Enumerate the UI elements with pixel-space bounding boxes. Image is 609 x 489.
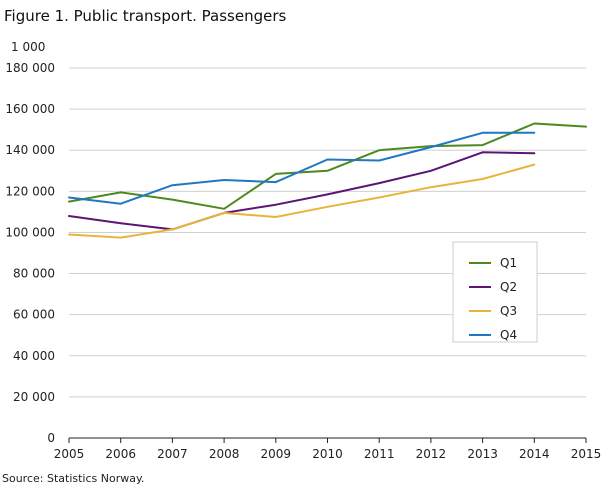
y-tick-label: 20 000 (13, 390, 55, 404)
x-axis-ticks: 2005 2006 2007 2008 2009 2010 2011 2012 2013 2014… (54, 438, 602, 461)
series-line-q3 (68, 163, 536, 239)
y-tick-label: 40 000 (13, 349, 55, 363)
legend-label-q1: Q1 (500, 256, 517, 270)
legend-label-q3: Q3 (500, 304, 517, 318)
series-line-q1 (68, 122, 587, 210)
y-axis-ticks: 0 20 000 40 000 60 000 80 000 100 000 120 000 1… (5, 61, 55, 445)
x-tick-label: 2005 (54, 447, 85, 461)
x-tick-label: 2010 (312, 447, 343, 461)
y-tick-label: 120 000 (5, 184, 55, 198)
y-tick-label: 60 000 (13, 308, 55, 322)
legend-label-q4: Q4 (500, 328, 517, 342)
x-tick-label: 2015 (571, 447, 602, 461)
y-tick-label: 80 000 (13, 267, 55, 281)
chart-title: Figure 1. Public transport. Passengers (4, 7, 287, 25)
legend: Q1 Q2 Q3 Q4 (452, 241, 538, 343)
x-tick-label: 2014 (519, 447, 550, 461)
y-tick-label: 160 000 (5, 102, 55, 116)
source-note: Source: Statistics Norway. (2, 472, 145, 485)
x-tick-label: 2007 (157, 447, 188, 461)
x-tick-label: 2006 (105, 447, 136, 461)
gridlines (69, 67, 586, 398)
x-tick-label: 2012 (416, 447, 447, 461)
x-tick-label: 2009 (261, 447, 292, 461)
series-line-q4 (68, 131, 536, 205)
legend-label-q2: Q2 (500, 280, 517, 294)
x-tick-label: 2011 (364, 447, 395, 461)
y-tick-label: 140 000 (5, 143, 55, 157)
y-tick-label: 100 000 (5, 225, 55, 239)
x-tick-label: 2013 (467, 447, 498, 461)
series-lines (68, 122, 587, 239)
series-line-q2 (68, 151, 536, 231)
legend-box (452, 241, 538, 343)
y-tick-label: 0 (47, 431, 55, 445)
y-axis-unit-label: 1 000 (11, 40, 46, 54)
x-tick-label: 2008 (209, 447, 240, 461)
y-tick-label: 180 000 (5, 61, 55, 75)
